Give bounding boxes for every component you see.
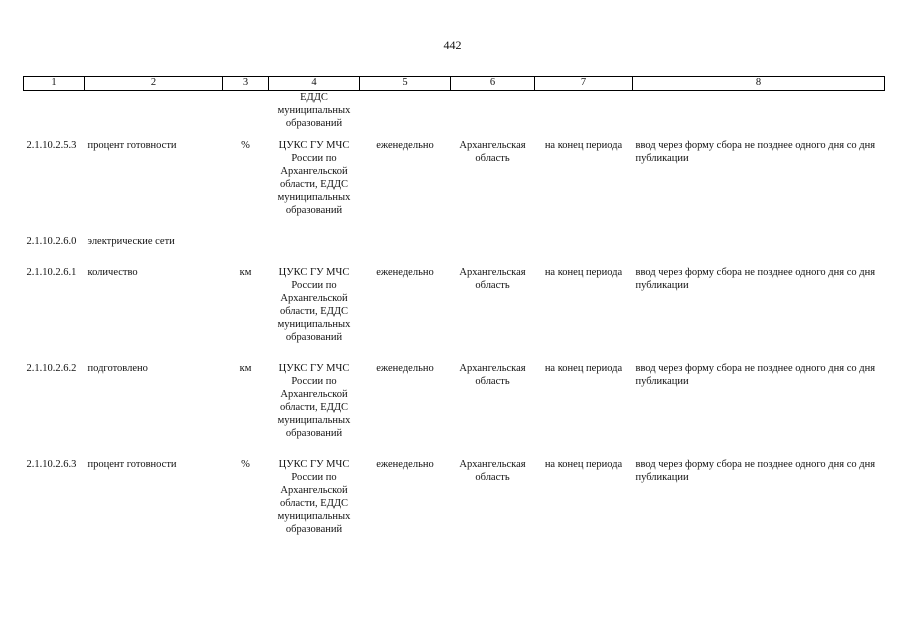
frequency-cell: еженедельно — [376, 140, 434, 151]
method-cell: ввод через форму сбора не позднее одного… — [635, 363, 876, 387]
frequency-cell: еженедельно — [376, 459, 434, 470]
table-row: 2.1.10.2.6.3 процент готовности % ЦУКС Г… — [24, 449, 885, 545]
source-cell: ЦУКС ГУ МЧС России по Архангельской обла… — [277, 459, 351, 535]
column-header: 1 — [23, 76, 85, 91]
period-cell: на конец периода — [544, 140, 623, 151]
name-cell: процент готовности — [87, 459, 177, 470]
table-row: 2.1.10.2.6.1 количество км ЦУКС ГУ МЧС Р… — [24, 257, 885, 353]
region-cell: Архангельская область — [459, 267, 526, 291]
code-cell: 2.1.10.2.6.2 — [26, 363, 77, 374]
column-header: 2 — [84, 76, 223, 91]
unit-cell: % — [241, 459, 250, 470]
code-cell: 2.1.10.2.6.3 — [26, 459, 77, 470]
frequency-cell: еженедельно — [376, 267, 434, 278]
unit-cell: % — [241, 140, 250, 151]
section-row: 2.1.10.2.6.0 электрические сети — [24, 226, 885, 257]
column-header: 8 — [632, 76, 885, 91]
name-cell: количество — [87, 267, 138, 278]
unit-cell: км — [239, 267, 252, 278]
region-cell: Архангельская область — [459, 140, 526, 164]
indicator-table: 1 2 3 4 5 6 7 8 ЕДДС муниципальных образ… — [23, 76, 885, 545]
column-header: 6 — [450, 76, 535, 91]
method-cell: ввод через форму сбора не позднее одного… — [635, 140, 876, 164]
period-cell: на конец периода — [544, 459, 623, 470]
column-number-header: 1 2 3 4 5 6 7 8 — [23, 76, 885, 91]
column-header: 4 — [268, 76, 360, 91]
column-header: 5 — [359, 76, 451, 91]
table-row: 2.1.10.2.6.2 подготовлено км ЦУКС ГУ МЧС… — [24, 353, 885, 449]
region-cell: Архангельская область — [459, 363, 526, 387]
code-cell: 2.1.10.2.6.1 — [26, 267, 77, 278]
section-title: электрические сети — [87, 236, 175, 247]
name-cell: подготовлено — [87, 363, 148, 374]
table-row: 2.1.10.2.5.3 процент готовности % ЦУКС Г… — [24, 130, 885, 226]
method-cell: ввод через форму сбора не позднее одного… — [635, 267, 876, 291]
page-number: 442 — [443, 38, 462, 52]
name-cell: процент готовности — [87, 140, 177, 151]
source-cell: ЦУКС ГУ МЧС России по Архангельской обла… — [277, 267, 351, 343]
frequency-cell: еженедельно — [376, 363, 434, 374]
source-cell: ЦУКС ГУ МЧС России по Архангельской обла… — [277, 140, 351, 216]
unit-cell: км — [239, 363, 252, 374]
method-cell: ввод через форму сбора не позднее одного… — [635, 459, 876, 483]
code-cell: 2.1.10.2.6.0 — [26, 236, 77, 247]
region-cell: Архангельская область — [459, 459, 526, 483]
column-header: 3 — [222, 76, 269, 91]
period-cell: на конец периода — [544, 267, 623, 278]
source-cell: ЕДДС муниципальных образований — [277, 92, 351, 129]
continued-row: ЕДДС муниципальных образований — [24, 91, 885, 131]
column-header: 7 — [534, 76, 633, 91]
code-cell: 2.1.10.2.5.3 — [26, 140, 77, 151]
period-cell: на конец периода — [544, 363, 623, 374]
source-cell: ЦУКС ГУ МЧС России по Архангельской обла… — [277, 363, 351, 439]
